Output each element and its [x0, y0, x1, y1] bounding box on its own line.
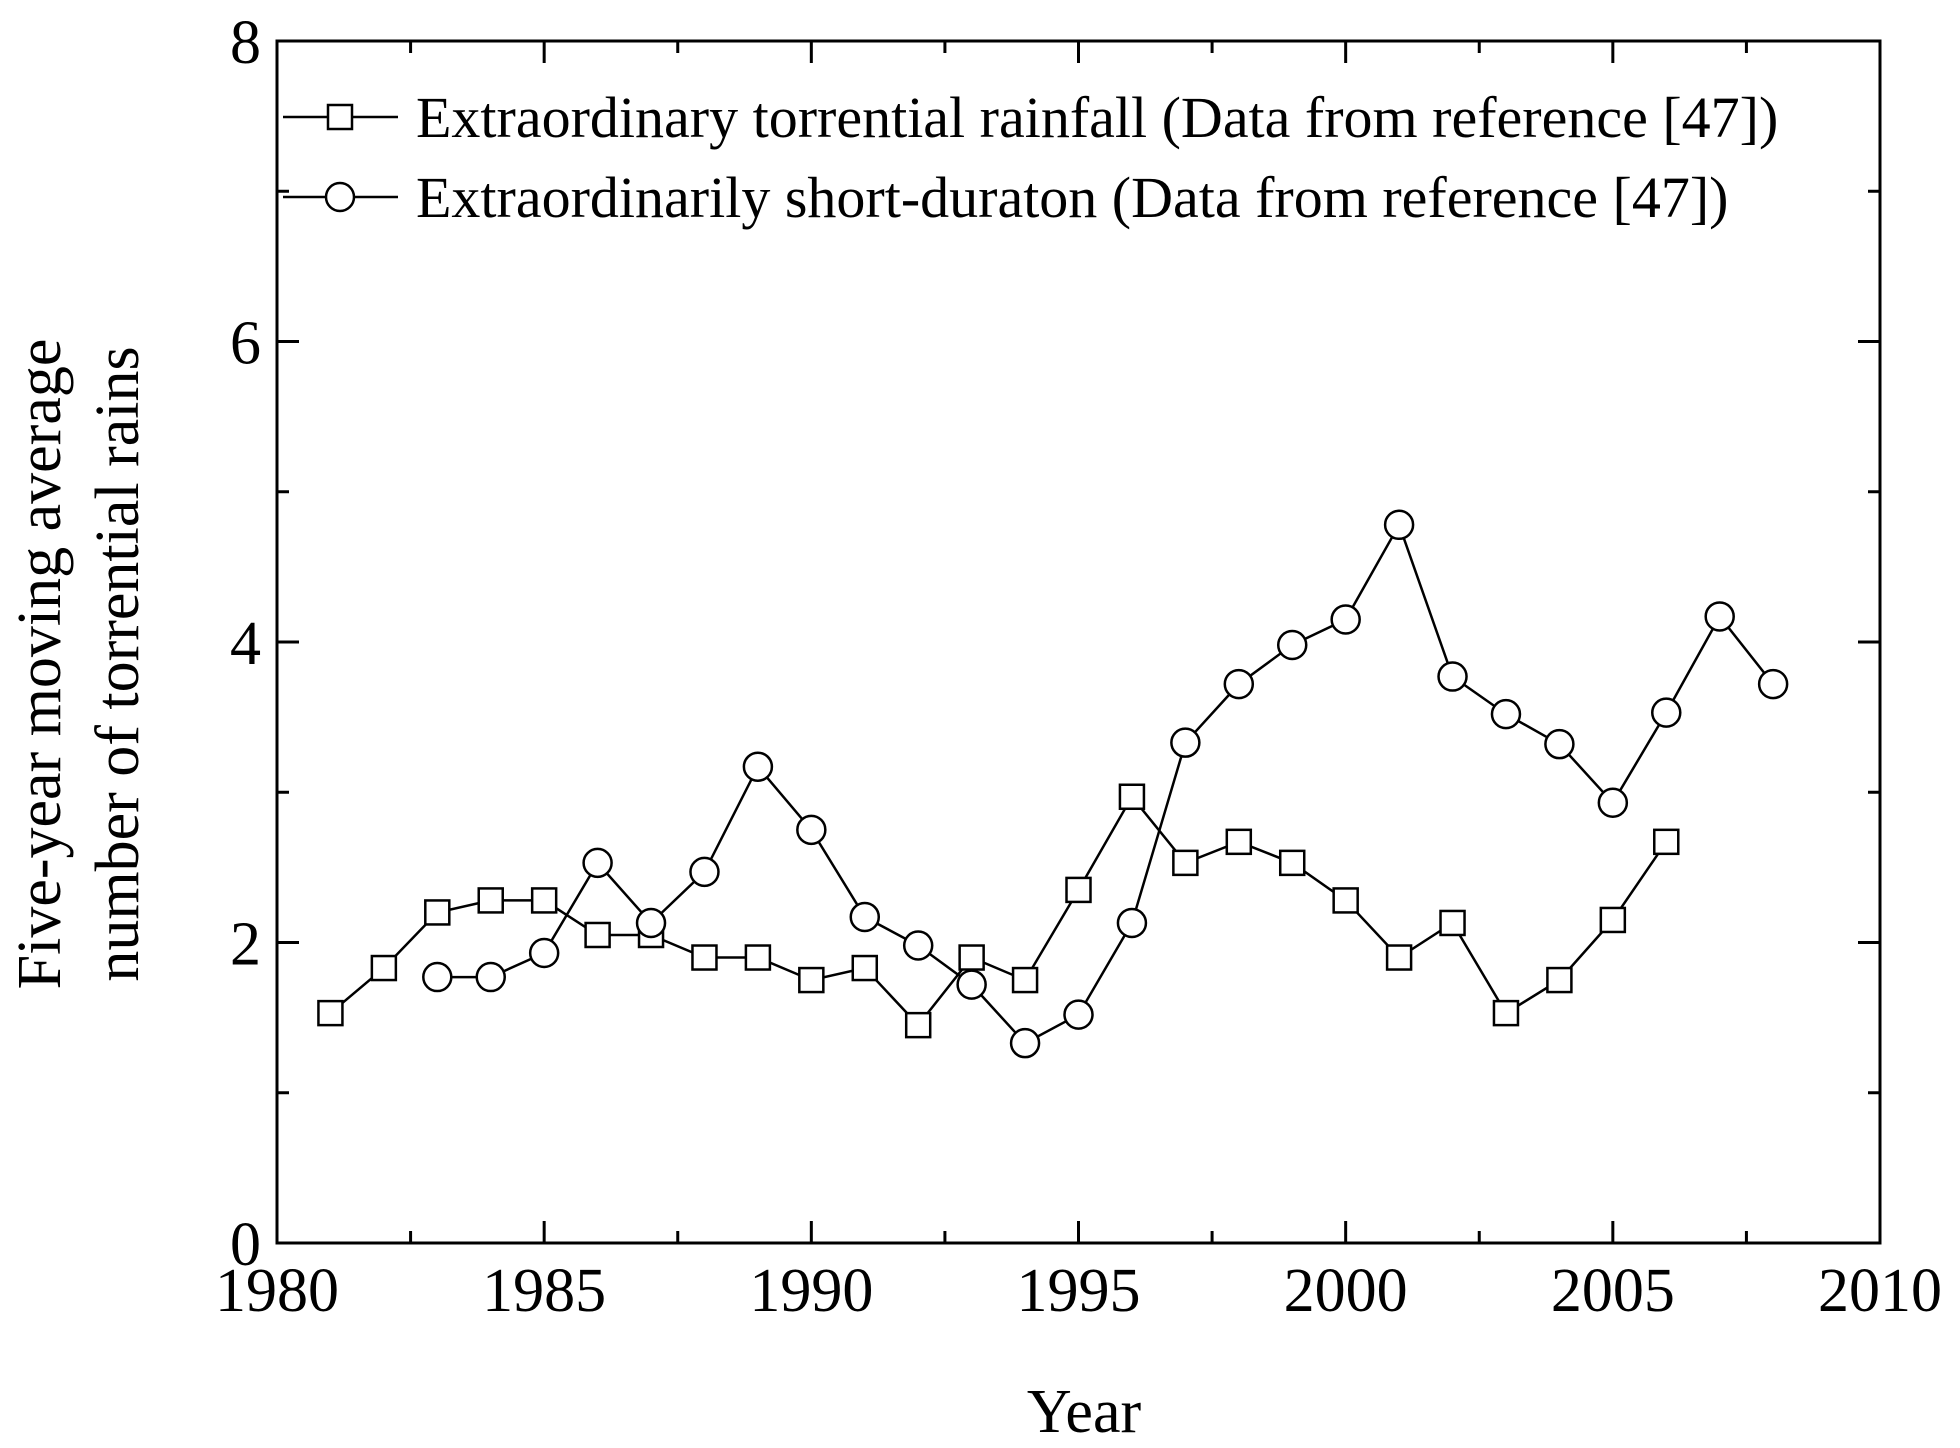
circle-point — [902, 930, 934, 961]
square-point — [317, 999, 344, 1027]
y-tick-label: 6 — [230, 310, 261, 378]
y-axis-title-line-2: number of torrential rains — [84, 346, 152, 981]
y-tick-label: 8 — [230, 9, 261, 77]
circle-point — [689, 856, 720, 888]
square-point — [530, 887, 558, 914]
circle-point — [475, 961, 506, 993]
circle-point — [422, 961, 453, 993]
x-tick-label: 2000 — [1284, 1257, 1408, 1325]
legend-square-marker — [326, 103, 354, 131]
circle-point — [796, 814, 827, 846]
square-point — [1011, 966, 1039, 994]
square-point — [1653, 828, 1680, 856]
circle-point — [849, 901, 881, 933]
y-tick-label: 0 — [230, 1211, 261, 1279]
square-point — [1118, 783, 1146, 811]
circle-point — [1490, 698, 1522, 730]
legend: Extraordinary torrential rainfall (Data … — [283, 85, 1778, 230]
square-point — [958, 944, 985, 971]
circle-point — [1063, 999, 1094, 1030]
circle-point — [1544, 728, 1575, 760]
square-point — [1385, 944, 1413, 971]
y-tick-label: 4 — [230, 610, 261, 678]
legend-circle-marker — [324, 181, 356, 213]
circle-point — [582, 847, 613, 879]
square-point — [370, 954, 398, 982]
x-tick-label: 1990 — [749, 1257, 873, 1325]
square-point — [1439, 909, 1466, 937]
square-point — [1225, 828, 1253, 856]
x-tick-label: 1980 — [215, 1257, 339, 1325]
axes: 1980 1985 1990 1995 2000 2005 2010 0 2 4 6 8 — [215, 9, 1942, 1325]
circle-point — [1330, 604, 1361, 635]
circle-point — [1116, 907, 1148, 939]
circle-point — [1757, 668, 1789, 700]
circle-point — [528, 937, 560, 969]
legend-label: Extraordinary torrential rainfall (Data … — [416, 85, 1778, 150]
y-axis-title: Five-year moving average number of torre… — [6, 339, 152, 990]
y-tick-label: 2 — [230, 911, 261, 979]
circle-point — [1704, 601, 1735, 632]
square-point — [851, 954, 879, 982]
square-point — [1492, 999, 1520, 1027]
series-1 — [317, 783, 1680, 1039]
plot-series — [317, 509, 1789, 1059]
circle-point — [1597, 787, 1629, 819]
circle-point — [635, 907, 667, 939]
square-point — [1599, 906, 1627, 934]
circle-point — [1437, 661, 1468, 692]
legend-item-1: Extraordinary torrential rainfall (Data … — [283, 85, 1778, 150]
square-point — [798, 966, 825, 994]
x-axis-title: Year — [1027, 1378, 1142, 1446]
series-2 — [422, 509, 1789, 1059]
x-tick-label: 1995 — [1017, 1257, 1141, 1325]
square-point — [1278, 849, 1306, 877]
circle-point — [1651, 697, 1682, 728]
legend-label: Extraordinarily short-duraton (Data from… — [416, 165, 1728, 230]
circle-point — [1383, 509, 1415, 541]
x-tick-label: 2005 — [1551, 1257, 1675, 1325]
square-point — [424, 899, 451, 926]
square-point — [691, 944, 718, 971]
circle-point — [1276, 629, 1308, 661]
x-tick-label: 2010 — [1818, 1257, 1942, 1325]
y-axis-title-line-1: Five-year moving average — [6, 339, 74, 990]
circle-point — [1170, 727, 1201, 758]
circle-point — [956, 969, 987, 1000]
square-point — [584, 921, 611, 949]
square-point — [1172, 849, 1199, 877]
circle-point — [1009, 1027, 1041, 1059]
square-point — [477, 887, 504, 914]
circle-point — [1223, 668, 1255, 700]
circle-point — [742, 751, 774, 782]
series-1-line — [329, 794, 1668, 1028]
square-point — [1065, 876, 1092, 904]
legend-item-2: Extraordinarily short-duraton (Data from… — [283, 165, 1728, 230]
square-point — [904, 1011, 932, 1039]
square-point — [1332, 887, 1359, 914]
square-point — [1546, 966, 1573, 994]
x-tick-label: 1985 — [482, 1257, 606, 1325]
square-point — [744, 944, 772, 971]
